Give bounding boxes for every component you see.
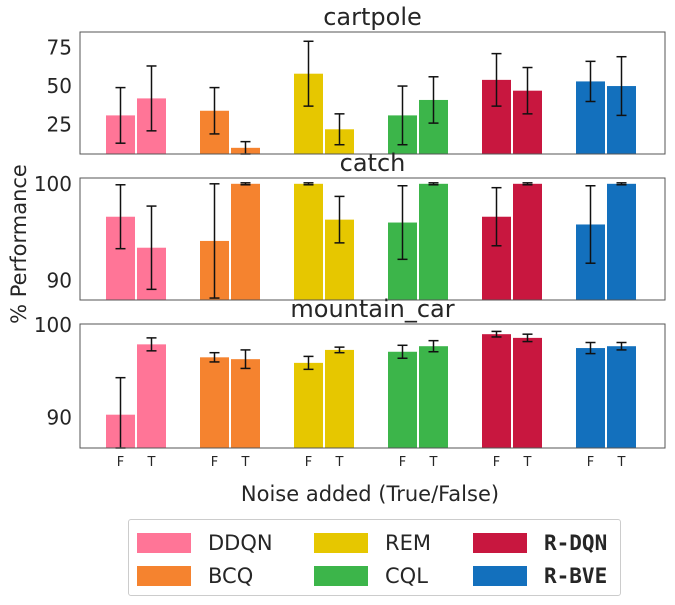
- bar-mountain_car-CQL-T: [419, 346, 448, 448]
- x-tick-label-R-DQN-F: F: [493, 455, 500, 470]
- y-tick-label-mountain_car-100: 100: [34, 313, 72, 337]
- legend: DDQN BCQ REM CQL R-DQN R-BVE: [128, 519, 621, 596]
- panel-frame-mountain_car: [79, 323, 666, 449]
- panel-frame-cartpole: [79, 31, 666, 155]
- legend-label: CQL: [385, 564, 428, 588]
- x-tick-label-CQL-F: F: [399, 455, 406, 470]
- bar-catch-REM-F: [294, 183, 323, 300]
- legend-label: REM: [385, 531, 431, 555]
- bar-mountain_car-R-DQN-F: [482, 334, 511, 448]
- panel-title-catch: catch: [340, 149, 406, 177]
- legend-label: R-DQN: [544, 531, 608, 555]
- bar-mountain_car-REM-T: [325, 349, 354, 448]
- bar-mountain_car-BCQ-T: [231, 359, 260, 448]
- legend-swatch: [137, 566, 191, 586]
- bar-catch-R-DQN-T: [513, 183, 542, 300]
- legend-label: DDQN: [208, 531, 273, 555]
- legend-item-R-BVE: R-BVE: [473, 562, 607, 590]
- x-tick-label-DDQN-T: T: [147, 455, 156, 470]
- legend-item-BCQ: BCQ: [137, 562, 253, 590]
- legend-swatch: [473, 533, 527, 553]
- legend-label: BCQ: [208, 564, 254, 588]
- bar-mountain_car-REM-F: [294, 362, 323, 448]
- x-tick-label-DDQN-F: F: [117, 455, 124, 470]
- x-tick-label-REM-F: F: [305, 455, 312, 470]
- bar-mountain_car-CQL-F: [388, 351, 417, 448]
- x-tick-label-BCQ-T: T: [241, 455, 250, 470]
- bar-mountain_car-R-BVE-F: [576, 348, 605, 448]
- legend-item-CQL: CQL: [314, 562, 428, 590]
- bar-catch-CQL-T: [419, 183, 448, 300]
- bar-mountain_car-R-DQN-T: [513, 337, 542, 448]
- y-axis-label: % Performance: [7, 164, 31, 324]
- x-tick-label-REM-T: T: [335, 455, 344, 470]
- x-tick-label-R-BVE-F: F: [587, 455, 594, 470]
- panel-title-mountain_car: mountain_car: [290, 295, 454, 323]
- bar-mountain_car-DDQN-T: [137, 344, 166, 448]
- x-tick-label-CQL-T: T: [429, 455, 438, 470]
- bar-catch-BCQ-T: [231, 183, 260, 300]
- x-tick-label-R-BVE-T: T: [617, 455, 626, 470]
- legend-swatch: [137, 533, 191, 553]
- legend-item-R-DQN: R-DQN: [473, 529, 607, 557]
- legend-swatch: [473, 566, 527, 586]
- y-tick-label-cartpole-25: 25: [47, 113, 72, 137]
- x-axis-label: Noise added (True/False): [241, 482, 499, 506]
- bar-mountain_car-BCQ-F: [200, 357, 229, 448]
- legend-swatch: [314, 533, 368, 553]
- legend-swatch: [314, 566, 368, 586]
- y-tick-label-catch-90: 90: [47, 269, 72, 293]
- legend-item-DDQN: DDQN: [137, 529, 273, 557]
- bar-mountain_car-R-BVE-T: [607, 346, 636, 448]
- panel-frame-catch: [79, 177, 666, 301]
- y-tick-label-catch-100: 100: [34, 172, 72, 196]
- y-tick-label-cartpole-75: 75: [47, 35, 72, 59]
- y-tick-label-cartpole-50: 50: [47, 74, 72, 98]
- bar-catch-R-BVE-T: [607, 183, 636, 300]
- legend-item-REM: REM: [314, 529, 431, 557]
- x-tick-label-R-DQN-T: T: [523, 455, 532, 470]
- y-tick-label-mountain_car-90: 90: [47, 405, 72, 429]
- legend-label: R-BVE: [544, 564, 608, 588]
- x-tick-label-BCQ-F: F: [211, 455, 218, 470]
- panel-title-cartpole: cartpole: [323, 3, 422, 31]
